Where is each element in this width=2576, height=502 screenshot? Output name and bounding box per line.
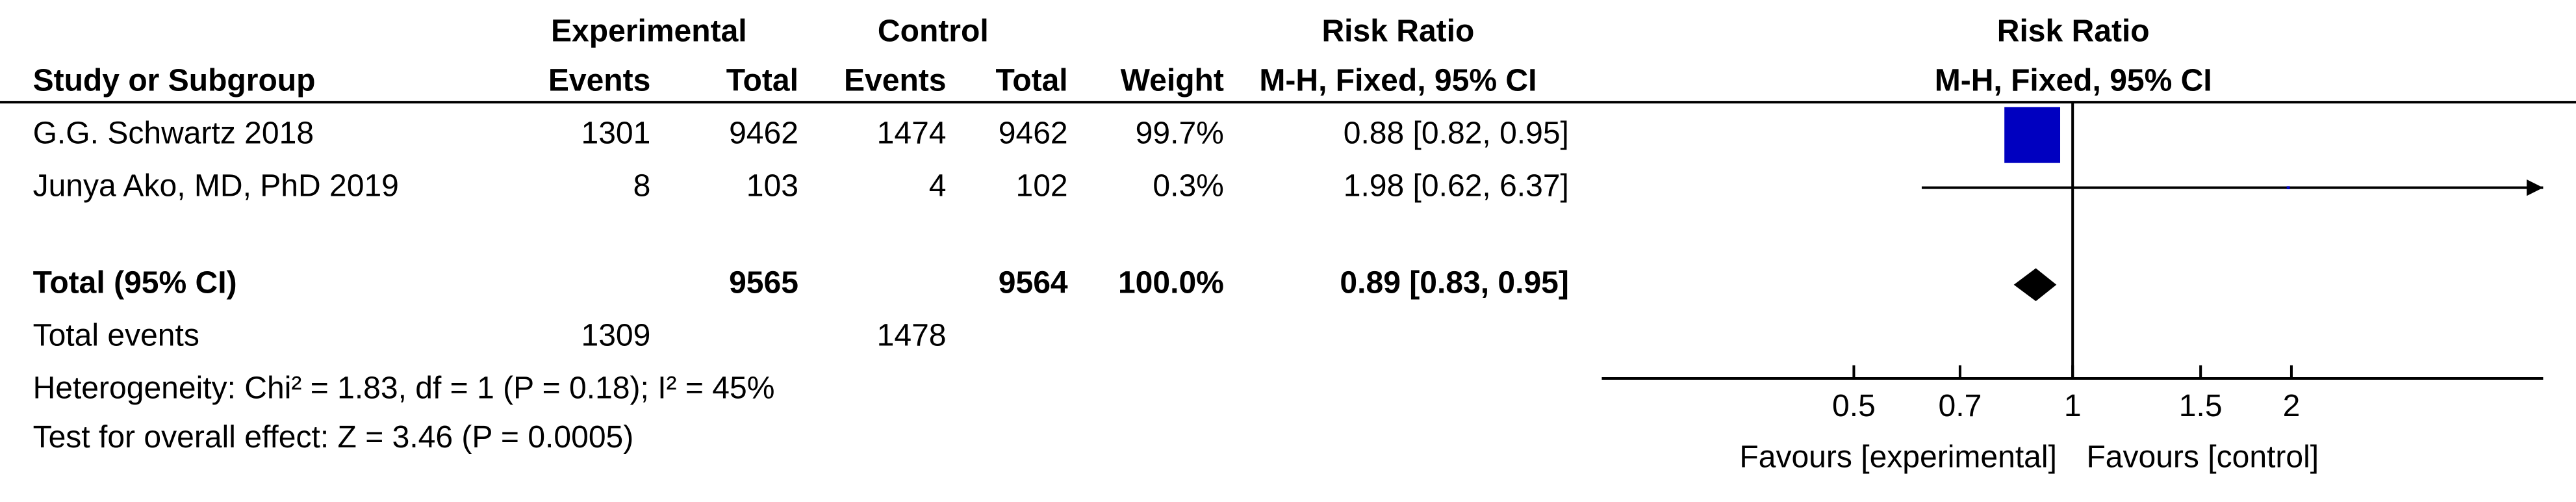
heterogeneity: Heterogeneity: Chi² = 1.83, df = 1 (P = … [33, 371, 775, 405]
x-tick-label: 1 [2064, 389, 2082, 423]
cell: 103 [746, 168, 798, 203]
total-diamond [2013, 268, 2057, 302]
header: M-H, Fixed, 95% CI [1259, 63, 1537, 98]
row-label: G.G. Schwartz 2018 [33, 116, 314, 150]
cell: 9462 [999, 116, 1068, 150]
cell: 4 [929, 168, 947, 203]
header: Total [995, 63, 1067, 98]
cell: 0.88 [0.82, 0.95] [1344, 116, 1569, 150]
cell: 99.7% [1136, 116, 1224, 150]
cell: 1474 [877, 116, 947, 150]
cell: 1.98 [0.62, 6.37] [1344, 168, 1569, 203]
x-tick-label: 1.5 [2179, 389, 2223, 423]
header: Experimental [551, 14, 747, 49]
cell: 1478 [877, 318, 947, 352]
cell: 9462 [729, 116, 798, 150]
favours-right: Favours [control] [2086, 440, 2319, 475]
cell: 102 [1016, 168, 1068, 203]
study-box [2004, 107, 2061, 163]
x-tick-label: 0.7 [1939, 389, 1982, 423]
header: Control [878, 14, 989, 49]
header: Risk Ratio [1321, 14, 1474, 49]
header: Events [844, 63, 947, 98]
favours-left: Favours [experimental] [1739, 440, 2057, 475]
cell: 1309 [581, 318, 651, 352]
row-label: Total (95% CI) [33, 266, 237, 300]
row-label: Total events [33, 318, 199, 352]
cell: 0.3% [1153, 168, 1223, 203]
x-tick-label: 2 [2283, 389, 2301, 423]
row-label: Junya Ako, MD, PhD 2019 [33, 168, 399, 203]
header: Weight [1121, 63, 1224, 98]
cell: 8 [633, 168, 651, 203]
cell: 9564 [999, 266, 1068, 300]
x-tick-label: 0.5 [1832, 389, 1876, 423]
ci-arrow [2527, 179, 2544, 196]
header: Events [548, 63, 651, 98]
header: Study or Subgroup [33, 63, 316, 98]
cell: 100.0% [1118, 266, 1224, 300]
cell: 0.89 [0.83, 0.95] [1340, 266, 1568, 300]
plot-title: Risk Ratio [1997, 14, 2150, 49]
cell: 9565 [729, 266, 798, 300]
header: Total [726, 63, 798, 98]
plot-subtitle: M-H, Fixed, 95% CI [1935, 63, 2212, 98]
study-box [2286, 186, 2290, 189]
overall-effect: Test for overall effect: Z = 3.46 (P = 0… [33, 420, 634, 455]
cell: 1301 [581, 116, 651, 150]
